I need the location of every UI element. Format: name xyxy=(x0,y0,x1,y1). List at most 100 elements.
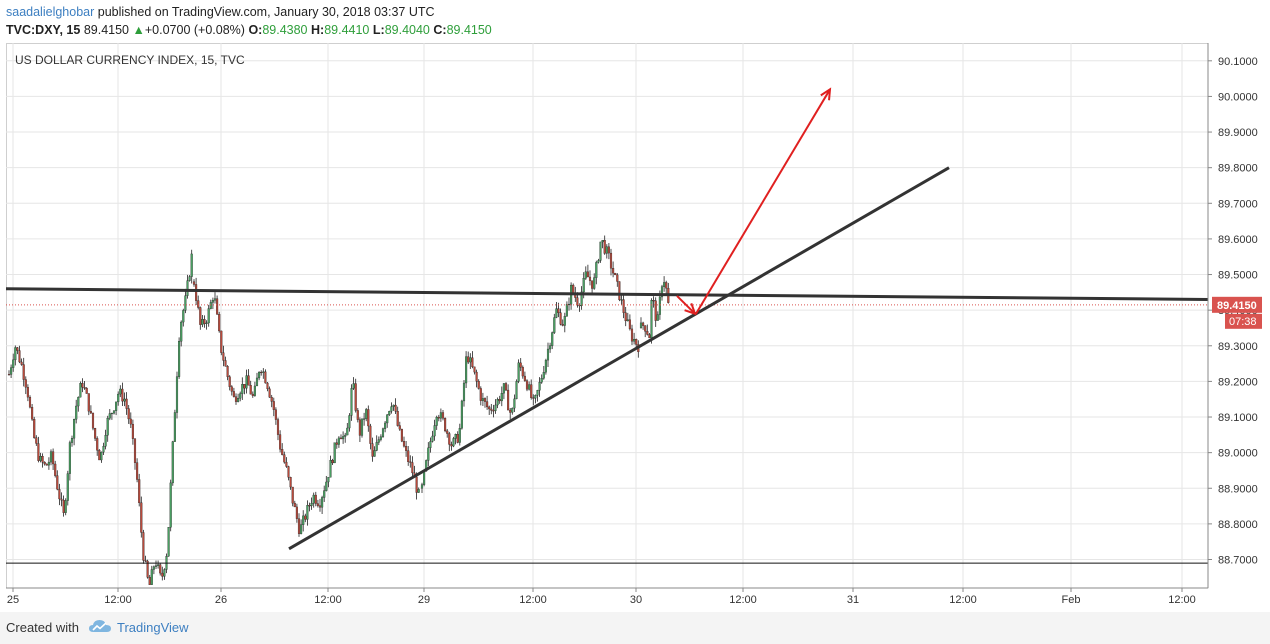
rising-support-line xyxy=(288,166,950,551)
candle-body xyxy=(205,322,208,324)
candle-body xyxy=(146,560,149,578)
target-arrow-shaft xyxy=(695,88,831,315)
candle-body xyxy=(255,377,259,387)
ohlc-info: TVC:DXY, 15 89.4150 ▲+0.0700 (+0.08%) O:… xyxy=(6,23,492,37)
chart-area[interactable]: 88.7000 88.8000 88.9000 89.0000 89.1000 89.20… xyxy=(5,43,1264,610)
author-link[interactable]: saadalielghobar xyxy=(6,5,95,19)
candle-body xyxy=(161,572,164,577)
candle-body xyxy=(186,280,189,296)
candle-body xyxy=(402,441,406,447)
candle-body xyxy=(243,384,246,389)
candle-body xyxy=(561,324,564,326)
candle-body xyxy=(138,479,141,503)
candle-body xyxy=(423,470,426,485)
x-tick-label: 25 xyxy=(7,594,19,606)
candle-body xyxy=(648,334,651,339)
candle-body xyxy=(98,450,101,461)
candle-body xyxy=(644,325,647,332)
candle-body xyxy=(523,375,526,381)
horizontal-resistance-line xyxy=(5,287,1209,301)
candle-body xyxy=(609,252,613,269)
candle-body xyxy=(163,569,166,577)
candle-body xyxy=(509,409,512,413)
candle-body xyxy=(492,410,495,412)
candle-body xyxy=(456,434,459,443)
y-tick-label: 88.8000 xyxy=(1218,519,1258,531)
candle-body xyxy=(352,383,355,389)
candle-body xyxy=(222,352,225,361)
candle-body xyxy=(54,463,57,476)
candle-body xyxy=(150,569,153,585)
y-tick-label: 89.5000 xyxy=(1218,270,1258,282)
candle-body xyxy=(502,383,505,394)
candle-body xyxy=(605,246,608,254)
published-text: published on TradingView.com, January 30… xyxy=(97,5,435,19)
candle-body xyxy=(381,428,385,437)
candle-body xyxy=(213,298,217,301)
candle-body xyxy=(279,434,282,450)
candle-body xyxy=(285,461,288,467)
candle-body xyxy=(121,388,124,402)
high-label: H: xyxy=(311,23,325,37)
candle-body xyxy=(245,375,248,389)
candle-body xyxy=(75,405,78,420)
candle-body xyxy=(140,502,143,533)
candle-body xyxy=(371,443,374,457)
candle-body xyxy=(312,494,315,504)
candle-body xyxy=(427,447,430,461)
candle-body xyxy=(616,274,619,282)
tradingview-cloud-icon xyxy=(88,617,112,640)
candle-body xyxy=(318,505,322,508)
candle-body xyxy=(154,565,158,567)
candle-body xyxy=(469,357,472,363)
candle-body xyxy=(119,388,122,395)
candle-body xyxy=(365,409,368,419)
price-chart[interactable]: 88.7000 88.8000 88.9000 89.0000 89.1000 89.20… xyxy=(5,43,1264,610)
candle-body xyxy=(580,291,583,306)
candle-body xyxy=(431,435,434,442)
candle-body xyxy=(188,276,191,281)
candle-body xyxy=(559,312,562,325)
last-price-tag-label: 89.4150 xyxy=(1217,300,1257,312)
candle-body xyxy=(500,393,503,402)
x-tick-label: 12:00 xyxy=(104,594,132,606)
candle-body xyxy=(73,419,76,439)
tradingview-link[interactable]: TradingView xyxy=(117,620,189,635)
candle-body xyxy=(411,462,414,474)
candle-body xyxy=(398,425,401,430)
pullback-arrow-shaft xyxy=(676,295,696,315)
up-arrow-icon: ▲ xyxy=(132,23,145,37)
candle-body xyxy=(203,319,206,324)
candle-body xyxy=(473,366,476,373)
candle-body xyxy=(549,345,552,350)
open-label: O: xyxy=(248,23,263,37)
y-tick-label: 90.1000 xyxy=(1218,56,1258,68)
candle-body xyxy=(582,278,585,293)
x-tick-label: 31 xyxy=(847,594,859,606)
candle-body xyxy=(60,498,63,501)
candle-body xyxy=(325,481,328,491)
candle-body xyxy=(462,382,466,402)
candle-body xyxy=(546,348,550,361)
candle-body xyxy=(494,404,497,411)
candle-body xyxy=(91,412,95,429)
candle-body xyxy=(665,282,668,289)
candle-body xyxy=(209,302,212,309)
candle-body xyxy=(264,371,267,384)
open-value: 89.4380 xyxy=(262,23,308,37)
candle-body xyxy=(281,449,284,455)
candle-body xyxy=(274,409,277,420)
candle-body xyxy=(226,366,229,377)
candle-body xyxy=(635,339,638,345)
last-price-tag xyxy=(1212,296,1262,313)
candle-body xyxy=(39,456,42,461)
candle-body xyxy=(106,418,109,436)
y-tick-label: 89.9000 xyxy=(1218,127,1258,139)
candle-body xyxy=(125,398,128,409)
candle-body xyxy=(542,372,545,379)
candle-body xyxy=(142,532,145,561)
candle-body xyxy=(306,505,309,520)
annotations xyxy=(5,87,1209,564)
candle-body xyxy=(633,339,636,342)
candle-body xyxy=(58,489,61,500)
